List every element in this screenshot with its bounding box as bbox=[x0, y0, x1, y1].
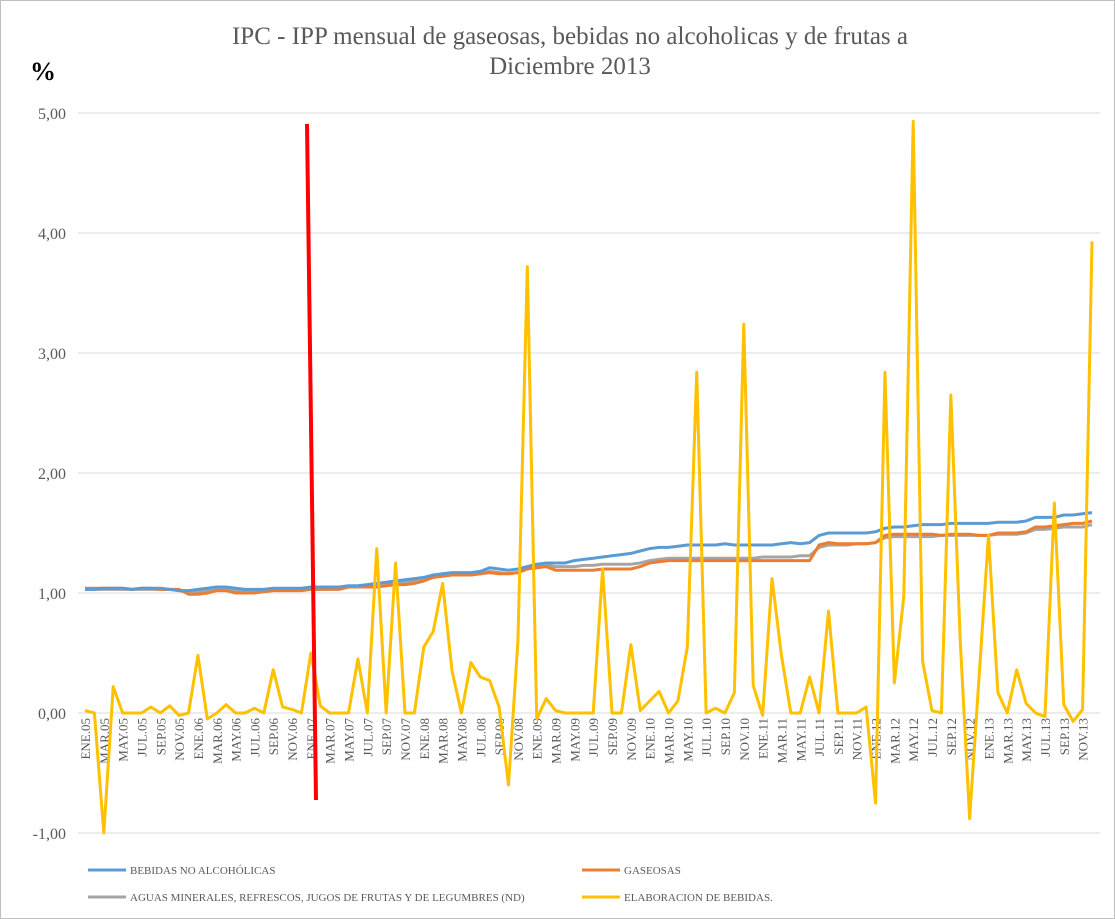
x-tick-label: ENE.11 bbox=[756, 718, 771, 759]
x-tick-label: MAR.12 bbox=[887, 718, 902, 764]
x-tick-label: MAY.12 bbox=[906, 718, 921, 762]
x-tick-label: JUL.12 bbox=[925, 718, 940, 757]
x-tick-label: MAY.13 bbox=[1019, 718, 1034, 762]
x-tick-label: MAR.08 bbox=[436, 718, 451, 764]
legend-label: GASEOSAS bbox=[624, 865, 681, 877]
chart-title: IPC - IPP mensual de gaseosas, bebidas n… bbox=[231, 23, 908, 80]
x-tick-label: MAR.06 bbox=[210, 718, 225, 764]
x-tick-label: MAR.07 bbox=[323, 718, 338, 764]
y-tick-label: 2,00 bbox=[38, 466, 66, 483]
x-tick-label: JUL.09 bbox=[586, 718, 601, 757]
x-tick-label: SEP.11 bbox=[831, 718, 846, 755]
series-line bbox=[85, 511, 1093, 593]
x-tick-label: NOV.07 bbox=[398, 718, 413, 761]
x-tick-label: JUL.08 bbox=[473, 718, 488, 757]
x-tick-label: MAY.10 bbox=[680, 718, 695, 762]
x-tick-label: JUL.11 bbox=[812, 718, 827, 756]
y-tick-label: 4,00 bbox=[38, 226, 66, 243]
x-tick-label: NOV.09 bbox=[624, 718, 639, 761]
x-tick-label: NOV.08 bbox=[511, 718, 526, 761]
y-axis-label: % bbox=[30, 57, 56, 86]
x-tick-label: JUL.05 bbox=[134, 718, 149, 757]
x-tick-label: ENE.08 bbox=[417, 718, 432, 760]
legend-label: ELABORACION DE BEBIDAS. bbox=[624, 892, 773, 904]
x-tick-label: NOV.06 bbox=[285, 718, 300, 761]
x-tick-label: MAY.09 bbox=[567, 718, 582, 762]
annotation-line bbox=[305, 123, 318, 801]
y-tick-label: -1,00 bbox=[33, 826, 66, 843]
x-tick-label: ENE.06 bbox=[191, 718, 206, 760]
x-tick-label: MAR.11 bbox=[774, 718, 789, 763]
x-tick-label: JUL.13 bbox=[1038, 718, 1053, 757]
x-tick-label: NOV.13 bbox=[1076, 718, 1091, 761]
x-tick-label: MAY.07 bbox=[342, 718, 357, 762]
x-tick-label: ENE.13 bbox=[981, 718, 996, 760]
series-line bbox=[85, 519, 1093, 596]
x-tick-label: NOV.05 bbox=[172, 718, 187, 761]
x-tick-label: MAY.08 bbox=[454, 718, 469, 762]
y-tick-label: 0,00 bbox=[38, 706, 66, 723]
x-tick-label: SEP.10 bbox=[718, 718, 733, 755]
legend-label: AGUAS MINERALES, REFRESCOS, JUGOS DE FRU… bbox=[130, 892, 525, 904]
x-tick-label: MAY.05 bbox=[116, 718, 131, 762]
x-tick-label: ENE.05 bbox=[78, 718, 93, 760]
x-tick-label: MAY.06 bbox=[229, 718, 244, 762]
x-tick-label: JUL.10 bbox=[699, 718, 714, 757]
x-tick-label: JUL.07 bbox=[360, 718, 375, 757]
y-tick-label: 3,00 bbox=[38, 346, 66, 363]
x-tick-label: NOV.10 bbox=[737, 718, 752, 761]
x-tick-label: SEP.12 bbox=[944, 718, 959, 755]
y-tick-label: 5,00 bbox=[38, 106, 66, 123]
x-tick-label: SEP.07 bbox=[379, 718, 394, 756]
x-tick-label: SEP.05 bbox=[153, 718, 168, 755]
x-tick-label: SEP.09 bbox=[605, 718, 620, 755]
series-line bbox=[84, 119, 1094, 835]
x-tick-label: JUL.06 bbox=[247, 718, 262, 757]
x-tick-label: MAR.13 bbox=[1000, 718, 1015, 764]
x-tick-label: ENE.09 bbox=[530, 718, 545, 760]
x-tick-label: SEP.13 bbox=[1057, 718, 1072, 755]
x-tick-label: MAY.11 bbox=[793, 718, 808, 761]
x-tick-label: MAR.09 bbox=[549, 718, 564, 764]
x-tick-label: MAR.10 bbox=[661, 718, 676, 764]
y-tick-label: 1,00 bbox=[38, 586, 66, 603]
x-tick-label: ENE.10 bbox=[643, 718, 658, 760]
x-tick-label: SEP.06 bbox=[266, 718, 281, 756]
x-tick-label: NOV.11 bbox=[850, 718, 865, 760]
legend-label: BEBIDAS NO ALCOHÓLICAS bbox=[130, 865, 275, 877]
